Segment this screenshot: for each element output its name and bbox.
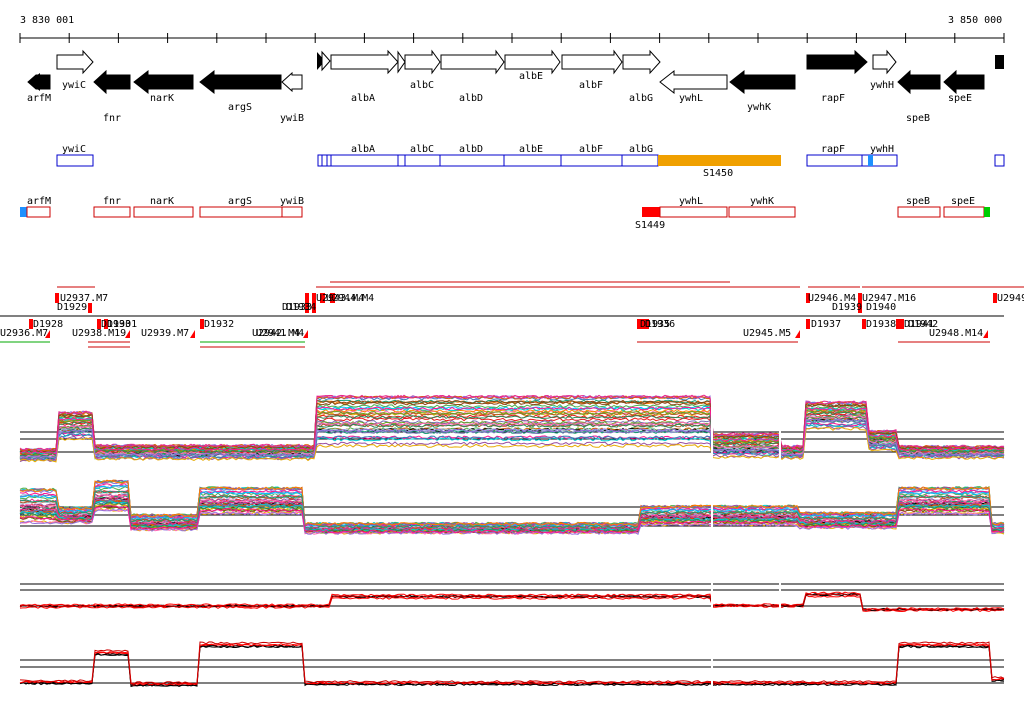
gene-label-speE: speE [948,93,972,104]
unit-box-alb[interactable] [317,154,659,167]
unit-label-albF: albF [579,144,603,155]
gene-label-fnr: fnr [103,113,121,124]
segmentation-track[interactable]: U2937.M7 D1929 D1928 U2936.M7 U2938.M19 … [0,281,1024,348]
unit-label-albA: albA [351,144,375,155]
minus-strand-units[interactable]: arfM fnr narK argS ywiB S1449 ywhL ywhK … [20,196,990,231]
unit-label-rapF: rapF [821,144,845,155]
gene-label-albE: albE [519,71,543,82]
segment-label: D1940 [866,302,896,313]
gene-label-narK: narK [150,93,174,104]
gene-arrow-ywiC[interactable] [56,49,94,75]
unit-label-argS: argS [228,196,252,207]
gene-arrow-argS[interactable] [199,69,282,95]
gene-arrow-ywhK[interactable] [729,69,796,95]
gene-arrow-speE[interactable] [943,69,985,95]
segment-label: D1941 [904,319,934,330]
segment-label: U2946.M4 [808,293,856,304]
segment-label: D1939 [832,302,862,313]
segment-label: D1928 [33,319,63,330]
unit-box-S1450[interactable] [658,155,781,166]
gene-arrow-ywiB[interactable] [281,71,303,93]
segment-label: U2948.M14 [929,328,983,339]
segment-label: D1937 [811,319,841,330]
unit-label-fnr: fnr [103,196,121,207]
gene-arrow-albF[interactable] [561,49,623,75]
expression-panel-plus [19,394,1005,463]
unit-label-S1449: S1449 [635,220,665,231]
unit-label-albC: albC [410,144,434,155]
unit-label-ywiC: ywiC [62,144,86,155]
segment-label: U2944.M4 [326,293,374,304]
segment-label: D1930 [101,319,131,330]
unit-label-ywiB: ywiB [280,196,304,207]
unit-label-arfM: arfM [27,196,51,207]
unit-label-speE: speE [951,196,975,207]
segment-label: U2939.M7 [141,328,189,339]
unit-label-speB: speB [906,196,930,207]
unit-label-ywhK: ywhK [750,196,774,207]
gene-label-rapF: rapF [821,93,845,104]
gene-label-albC: albC [410,80,434,91]
segment-label: U2943.M4 [316,293,364,304]
gene-label-albF: albF [579,80,603,91]
segment-label: U2937.M7 [60,293,108,304]
gene-label-argS: argS [228,102,252,113]
gene-arrow-albE[interactable] [504,49,561,75]
segment-label: D1931 [107,319,137,330]
segment-label: D1933 [282,302,312,313]
gene-label-speB: speB [906,113,930,124]
segment-label: U2941.M4 [256,328,304,339]
gene-arrow-albG[interactable] [622,49,661,75]
unit-label-ywhL: ywhL [679,196,703,207]
gene-label-arfM: arfM [27,93,51,104]
gene-arrow-ywhL[interactable] [659,69,728,95]
gene-label-ywhL: ywhL [679,93,703,104]
unit-label-ywhH: ywhH [870,144,894,155]
gene-arrow-ywhH[interactable] [872,49,897,75]
unit-label-albE: albE [519,144,543,155]
gene-arrow-albA[interactable] [330,49,399,75]
unit-label-albD: albD [459,144,483,155]
plus-strand-units[interactable]: ywiC albA albC albD albE albF albG S1450… [56,144,1005,179]
gene-arrow-rapF[interactable] [806,49,868,75]
coordinate-ruler: 3 830 001 3 850 000 [19,15,1005,43]
segment-label: D1942 [908,319,938,330]
gene-label-albA: albA [351,93,375,104]
summary-panel-minus [19,641,1005,688]
gene-label-albD: albD [459,93,483,104]
segment-label: D1935 [640,319,670,330]
summary-panel-plus [19,583,1005,613]
segment-label: U2936.M7 [0,328,48,339]
gene-label-ywiB: ywiB [280,113,304,124]
gene-arrow-albC[interactable] [404,49,441,75]
gene-arrow-fnr[interactable] [93,69,131,95]
gene-label-ywhH: ywhH [870,80,894,91]
unit-label-narK: narK [150,196,174,207]
segment-label: D1929 [57,302,87,313]
segment-label: U2949 [997,293,1024,304]
gene-label-ywhK: ywhK [747,102,771,113]
gene-arrow-speB[interactable] [897,69,941,95]
segment-label: U2938.M19 [72,328,126,339]
segment-label: U2945.M5 [743,328,791,339]
segment-label: D1934 [286,302,316,313]
segment-label: D1936 [645,319,675,330]
gene-label-albG: albG [629,93,653,104]
segment-label: D1938 [866,319,896,330]
gene-track[interactable]: arfM ywiC fnr narK argS ywiB albA albC a… [27,49,1004,124]
segment-label: D1932 [204,319,234,330]
gene-arrow-albD[interactable] [440,49,505,75]
segment-label: U2942.M4 [252,328,300,339]
unit-box-S1449[interactable] [642,207,660,217]
gene-arrow-narK[interactable] [133,69,194,95]
segment-label: U2947.M16 [862,293,916,304]
coord-left-label: 3 830 001 [20,15,74,26]
unit-label-S1450: S1450 [703,168,733,179]
unit-label-albG: albG [629,144,653,155]
expression-panel-minus [19,479,1005,536]
gene-label-ywiC: ywiC [62,80,86,91]
coord-right-label: 3 850 000 [948,15,1002,26]
